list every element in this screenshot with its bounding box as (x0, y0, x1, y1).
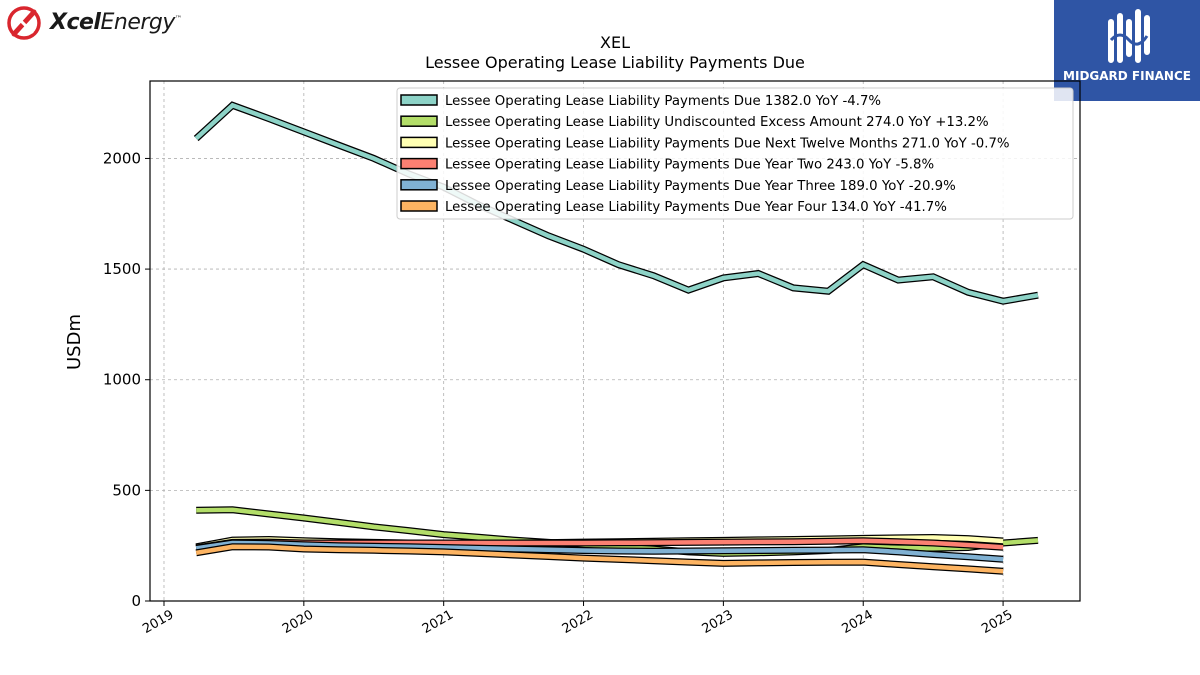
legend-entry: Lessee Operating Lease Liability Payment… (445, 200, 947, 215)
y-tick-label: 500 (112, 481, 141, 499)
chart-subtitle: Lessee Operating Lease Liability Payment… (425, 53, 805, 72)
midgard-finance-logo-icon (1108, 9, 1150, 63)
x-tick-label: 2023 (700, 607, 736, 637)
xcel-energy-logo: XcelEnergy™ (6, 4, 196, 44)
xcel-energy-swirl-icon (7, 6, 41, 40)
legend-swatch (400, 200, 438, 212)
x-tick-label: 2024 (839, 607, 875, 637)
series-line-1 (193, 101, 1039, 305)
x-tick-label: 2019 (140, 607, 176, 637)
plot-frame (149, 80, 1081, 602)
legend-entry: Lessee Operating Lease Liability Payment… (445, 158, 934, 173)
legend-entry: Lessee Operating Lease Liability Undisco… (445, 115, 989, 130)
xcel-energy-wordmark: XcelEnergy™ (50, 10, 182, 35)
legend-entry: Lessee Operating Lease Liability Payment… (445, 136, 1010, 151)
series-stroke (196, 507, 1039, 556)
series-line-2 (196, 506, 1039, 557)
y-tick-label: 1000 (103, 371, 141, 389)
x-tick-label: 2020 (280, 607, 316, 637)
series-stroke (194, 102, 1039, 304)
legend-swatch (400, 94, 438, 106)
series-line-5 (195, 539, 1004, 563)
chart-title: XEL (600, 33, 630, 52)
legend-box (396, 87, 1074, 220)
y-axis-label: USDm (64, 314, 85, 370)
x-tick-label: 2022 (560, 607, 596, 637)
legend-swatch (400, 157, 438, 170)
series-stroke (195, 544, 1004, 574)
series-stroke (195, 540, 1004, 562)
legend-swatch (400, 136, 438, 149)
legend-entry: Lessee Operating Lease Liability Payment… (445, 179, 956, 194)
midgard-finance-watermark: MIDGARD FINANCE (1054, 0, 1200, 101)
legend-swatch (400, 115, 438, 127)
legend: Lessee Operating Lease Liability Payment… (396, 87, 1074, 220)
series-line-6 (195, 543, 1004, 575)
y-tick-label: 2000 (103, 149, 141, 167)
legend-swatch (400, 179, 438, 191)
series-lines (193, 101, 1039, 575)
x-tick-label: 2021 (420, 607, 456, 637)
y-tick-label: 0 (131, 592, 141, 610)
legend-entry: Lessee Operating Lease Liability Payment… (445, 94, 881, 109)
y-tick-label: 1500 (103, 260, 141, 278)
x-tick-label: 2025 (979, 607, 1015, 637)
watermark-text: MIDGARD FINANCE (1063, 69, 1191, 83)
